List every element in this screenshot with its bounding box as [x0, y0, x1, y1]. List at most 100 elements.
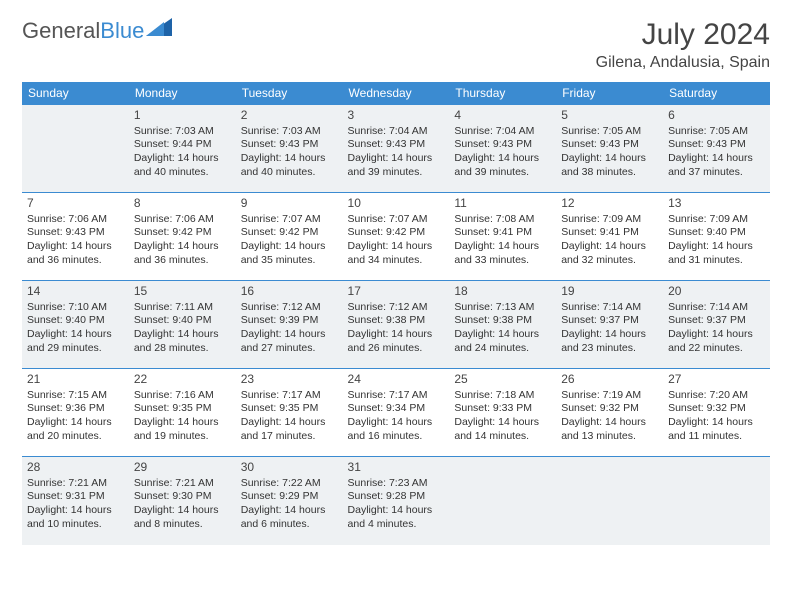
daylight-text: Daylight: 14 hours and 39 minutes. [454, 152, 551, 179]
calendar-cell: 23Sunrise: 7:17 AMSunset: 9:35 PMDayligh… [236, 369, 343, 457]
sunrise-text: Sunrise: 7:10 AM [27, 301, 124, 315]
calendar-cell: 20Sunrise: 7:14 AMSunset: 9:37 PMDayligh… [663, 281, 770, 369]
calendar-cell: 25Sunrise: 7:18 AMSunset: 9:33 PMDayligh… [449, 369, 556, 457]
day-number: 5 [561, 108, 658, 124]
calendar-week-row: 7Sunrise: 7:06 AMSunset: 9:43 PMDaylight… [22, 193, 770, 281]
sunrise-text: Sunrise: 7:05 AM [561, 125, 658, 139]
calendar-cell: 1Sunrise: 7:03 AMSunset: 9:44 PMDaylight… [129, 105, 236, 193]
logo-triangle-icon [146, 18, 172, 36]
calendar-cell [663, 457, 770, 545]
calendar-cell: 28Sunrise: 7:21 AMSunset: 9:31 PMDayligh… [22, 457, 129, 545]
logo-text-1: General [22, 18, 100, 44]
day-number: 20 [668, 284, 765, 300]
calendar-cell: 3Sunrise: 7:04 AMSunset: 9:43 PMDaylight… [343, 105, 450, 193]
day-number: 31 [348, 460, 445, 476]
calendar-cell: 21Sunrise: 7:15 AMSunset: 9:36 PMDayligh… [22, 369, 129, 457]
sunrise-text: Sunrise: 7:08 AM [454, 213, 551, 227]
day-header: Saturday [663, 82, 770, 105]
day-number: 28 [27, 460, 124, 476]
day-number: 30 [241, 460, 338, 476]
daylight-text: Daylight: 14 hours and 40 minutes. [241, 152, 338, 179]
daylight-text: Daylight: 14 hours and 20 minutes. [27, 416, 124, 443]
daylight-text: Daylight: 14 hours and 17 minutes. [241, 416, 338, 443]
calendar-cell: 6Sunrise: 7:05 AMSunset: 9:43 PMDaylight… [663, 105, 770, 193]
daylight-text: Daylight: 14 hours and 37 minutes. [668, 152, 765, 179]
sunrise-text: Sunrise: 7:12 AM [241, 301, 338, 315]
day-number: 22 [134, 372, 231, 388]
calendar-cell: 9Sunrise: 7:07 AMSunset: 9:42 PMDaylight… [236, 193, 343, 281]
day-number: 2 [241, 108, 338, 124]
calendar-cell: 14Sunrise: 7:10 AMSunset: 9:40 PMDayligh… [22, 281, 129, 369]
title-block: July 2024 Gilena, Andalusia, Spain [596, 18, 770, 72]
daylight-text: Daylight: 14 hours and 11 minutes. [668, 416, 765, 443]
sunrise-text: Sunrise: 7:07 AM [241, 213, 338, 227]
sunset-text: Sunset: 9:40 PM [27, 314, 124, 328]
sunset-text: Sunset: 9:43 PM [27, 226, 124, 240]
sunrise-text: Sunrise: 7:06 AM [27, 213, 124, 227]
sunrise-text: Sunrise: 7:07 AM [348, 213, 445, 227]
daylight-text: Daylight: 14 hours and 29 minutes. [27, 328, 124, 355]
calendar-cell: 2Sunrise: 7:03 AMSunset: 9:43 PMDaylight… [236, 105, 343, 193]
day-number: 13 [668, 196, 765, 212]
calendar-header-row: SundayMondayTuesdayWednesdayThursdayFrid… [22, 82, 770, 105]
daylight-text: Daylight: 14 hours and 27 minutes. [241, 328, 338, 355]
calendar-cell: 15Sunrise: 7:11 AMSunset: 9:40 PMDayligh… [129, 281, 236, 369]
day-header: Thursday [449, 82, 556, 105]
day-number: 12 [561, 196, 658, 212]
daylight-text: Daylight: 14 hours and 26 minutes. [348, 328, 445, 355]
sunrise-text: Sunrise: 7:14 AM [668, 301, 765, 315]
location-label: Gilena, Andalusia, Spain [596, 54, 770, 72]
sunset-text: Sunset: 9:29 PM [241, 490, 338, 504]
sunset-text: Sunset: 9:43 PM [561, 138, 658, 152]
calendar-cell: 26Sunrise: 7:19 AMSunset: 9:32 PMDayligh… [556, 369, 663, 457]
day-header: Sunday [22, 82, 129, 105]
day-number: 7 [27, 196, 124, 212]
daylight-text: Daylight: 14 hours and 38 minutes. [561, 152, 658, 179]
calendar-cell: 4Sunrise: 7:04 AMSunset: 9:43 PMDaylight… [449, 105, 556, 193]
daylight-text: Daylight: 14 hours and 33 minutes. [454, 240, 551, 267]
day-number: 26 [561, 372, 658, 388]
calendar-page: GeneralBlue July 2024 Gilena, Andalusia,… [0, 0, 792, 555]
month-title: July 2024 [596, 18, 770, 52]
day-number: 23 [241, 372, 338, 388]
calendar-body: 1Sunrise: 7:03 AMSunset: 9:44 PMDaylight… [22, 105, 770, 545]
sunset-text: Sunset: 9:42 PM [241, 226, 338, 240]
daylight-text: Daylight: 14 hours and 10 minutes. [27, 504, 124, 531]
day-number: 9 [241, 196, 338, 212]
calendar-cell: 16Sunrise: 7:12 AMSunset: 9:39 PMDayligh… [236, 281, 343, 369]
calendar-cell: 30Sunrise: 7:22 AMSunset: 9:29 PMDayligh… [236, 457, 343, 545]
day-number: 10 [348, 196, 445, 212]
day-number: 8 [134, 196, 231, 212]
sunset-text: Sunset: 9:35 PM [241, 402, 338, 416]
daylight-text: Daylight: 14 hours and 36 minutes. [27, 240, 124, 267]
day-number: 1 [134, 108, 231, 124]
day-number: 17 [348, 284, 445, 300]
daylight-text: Daylight: 14 hours and 32 minutes. [561, 240, 658, 267]
daylight-text: Daylight: 14 hours and 13 minutes. [561, 416, 658, 443]
calendar-cell: 19Sunrise: 7:14 AMSunset: 9:37 PMDayligh… [556, 281, 663, 369]
sunrise-text: Sunrise: 7:22 AM [241, 477, 338, 491]
daylight-text: Daylight: 14 hours and 19 minutes. [134, 416, 231, 443]
sunrise-text: Sunrise: 7:14 AM [561, 301, 658, 315]
daylight-text: Daylight: 14 hours and 16 minutes. [348, 416, 445, 443]
day-number: 27 [668, 372, 765, 388]
sunset-text: Sunset: 9:40 PM [134, 314, 231, 328]
sunrise-text: Sunrise: 7:17 AM [348, 389, 445, 403]
sunrise-text: Sunrise: 7:17 AM [241, 389, 338, 403]
day-number: 25 [454, 372, 551, 388]
day-number: 16 [241, 284, 338, 300]
daylight-text: Daylight: 14 hours and 31 minutes. [668, 240, 765, 267]
sunrise-text: Sunrise: 7:11 AM [134, 301, 231, 315]
sunset-text: Sunset: 9:35 PM [134, 402, 231, 416]
sunset-text: Sunset: 9:37 PM [561, 314, 658, 328]
day-header: Monday [129, 82, 236, 105]
sunset-text: Sunset: 9:31 PM [27, 490, 124, 504]
daylight-text: Daylight: 14 hours and 24 minutes. [454, 328, 551, 355]
daylight-text: Daylight: 14 hours and 8 minutes. [134, 504, 231, 531]
calendar-cell: 18Sunrise: 7:13 AMSunset: 9:38 PMDayligh… [449, 281, 556, 369]
sunrise-text: Sunrise: 7:18 AM [454, 389, 551, 403]
sunrise-text: Sunrise: 7:13 AM [454, 301, 551, 315]
daylight-text: Daylight: 14 hours and 22 minutes. [668, 328, 765, 355]
sunset-text: Sunset: 9:41 PM [454, 226, 551, 240]
calendar-cell: 12Sunrise: 7:09 AMSunset: 9:41 PMDayligh… [556, 193, 663, 281]
